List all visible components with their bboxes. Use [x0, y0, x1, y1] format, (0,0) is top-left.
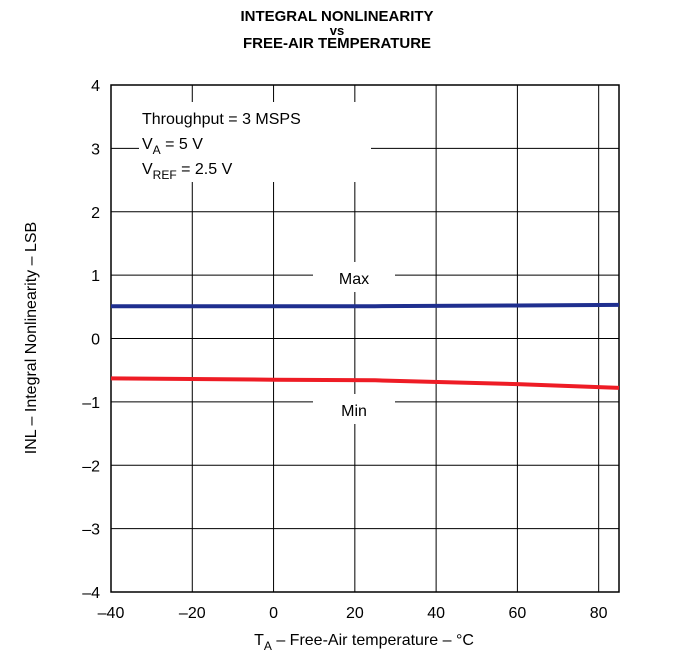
min-label-background — [313, 394, 395, 424]
plot-frame — [110, 84, 620, 593]
x-tick-label: –40 — [98, 605, 125, 622]
x-tick-label: –20 — [179, 605, 206, 622]
y-tick-label: –2 — [82, 458, 100, 475]
series-line-min — [110, 376, 620, 390]
condition-text: VREF = 2.5 V — [142, 161, 233, 182]
x-axis-label-subscript: A — [264, 639, 272, 653]
x-axis-label-symbol: T — [254, 632, 264, 649]
y-tick-label: 4 — [91, 78, 100, 95]
y-tick-label: –1 — [82, 395, 100, 412]
x-tick-label: 40 — [427, 605, 445, 622]
series-label-max: Max — [339, 271, 369, 288]
y-tick-label: 2 — [91, 205, 100, 222]
x-tick-label: 60 — [509, 605, 527, 622]
y-tick-label: 3 — [91, 141, 100, 158]
conditions-background — [139, 102, 371, 182]
y-tick-label: 0 — [91, 332, 100, 349]
y-axis-label: INL – Integral Nonlinearity – LSB — [23, 222, 40, 454]
chart-title-line-3: FREE-AIR TEMPERATURE — [242, 35, 432, 52]
condition-text: Throughput = 3 MSPS — [142, 111, 301, 128]
max-label-background — [313, 262, 395, 292]
x-tick-label: 0 — [269, 605, 278, 622]
y-tick-label: –3 — [82, 522, 100, 539]
series-label-min: Min — [341, 403, 367, 420]
x-axis-label-text: – Free-Air temperature – °C — [272, 632, 474, 649]
condition-text: VA = 5 V — [142, 136, 203, 157]
y-tick-label: 1 — [91, 268, 100, 285]
chart-title-line-2: vs — [329, 23, 345, 38]
y-tick-label: –4 — [82, 585, 100, 602]
chart-title-line-1: INTEGRAL NONLINEARITY — [240, 8, 434, 25]
series-line-max — [111, 302, 620, 309]
x-tick-label: 20 — [346, 605, 364, 622]
x-axis-label: TA – Free-Air temperature – °C — [254, 632, 474, 653]
x-tick-label: 80 — [590, 605, 608, 622]
